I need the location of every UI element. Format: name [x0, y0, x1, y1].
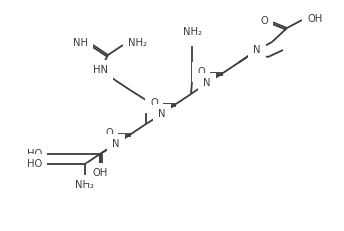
- Text: NH₂: NH₂: [183, 27, 202, 37]
- Text: HO: HO: [27, 159, 42, 169]
- Text: O: O: [197, 67, 205, 77]
- Text: OH: OH: [307, 14, 322, 24]
- Text: HO: HO: [27, 149, 42, 159]
- Text: NH₂: NH₂: [90, 172, 109, 182]
- Text: NH₂: NH₂: [128, 38, 147, 48]
- Text: OH: OH: [93, 168, 108, 178]
- Text: N: N: [203, 78, 211, 88]
- Text: N: N: [253, 45, 261, 55]
- Text: O: O: [150, 98, 158, 108]
- Text: N: N: [158, 109, 166, 119]
- Text: HN: HN: [93, 65, 107, 75]
- Text: NH: NH: [73, 38, 88, 48]
- Text: N: N: [112, 139, 120, 149]
- Text: O: O: [105, 128, 113, 138]
- Text: O: O: [260, 16, 268, 26]
- Text: NH₂: NH₂: [75, 180, 95, 190]
